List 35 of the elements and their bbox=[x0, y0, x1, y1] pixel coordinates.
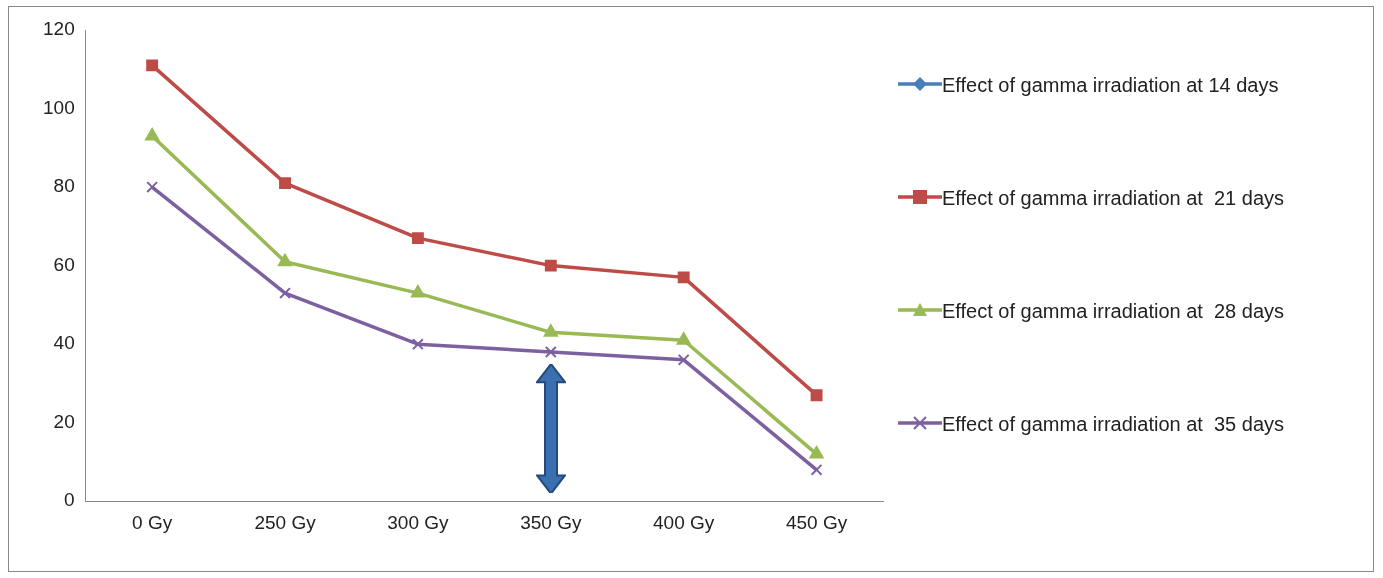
y-tick-label: 80 bbox=[53, 175, 75, 197]
x-tick-label: 0 Gy bbox=[132, 511, 173, 533]
point bbox=[411, 232, 424, 245]
point bbox=[677, 353, 690, 366]
y-tick-label: 100 bbox=[43, 96, 75, 118]
x-tick-label: 350 Gy bbox=[520, 511, 582, 533]
point bbox=[279, 287, 291, 300]
point bbox=[146, 59, 159, 72]
point bbox=[676, 332, 691, 345]
point bbox=[810, 389, 823, 402]
x-tick-label: 400 Gy bbox=[653, 511, 715, 533]
point bbox=[279, 177, 291, 190]
y-tick-label: 120 bbox=[43, 18, 75, 40]
point bbox=[277, 253, 293, 267]
x-tick-label: 250 Gy bbox=[254, 511, 317, 533]
y-tick-label: 20 bbox=[53, 410, 75, 432]
point bbox=[146, 181, 159, 194]
x-tick-label: 450 Gy bbox=[785, 511, 848, 533]
legend-label: Effect of gamma irradiation at 28 days bbox=[942, 299, 1286, 324]
point bbox=[145, 128, 160, 141]
point bbox=[677, 271, 690, 284]
point bbox=[809, 446, 824, 459]
y-tick-label: 60 bbox=[53, 253, 75, 275]
y-tick-label: 40 bbox=[53, 332, 75, 354]
point bbox=[411, 338, 424, 351]
point bbox=[544, 346, 557, 358]
legend-label: Effect of gamma irradiation at 35 days bbox=[942, 412, 1286, 437]
point bbox=[410, 285, 425, 298]
legend-label: Effect of gamma irradiation at 14 days bbox=[942, 73, 1280, 98]
point bbox=[544, 259, 557, 272]
legend-label: Effect of gamma irradiation at 21 days bbox=[942, 186, 1286, 211]
x-tick-label: 300 Gy bbox=[387, 511, 450, 533]
point bbox=[543, 324, 558, 337]
y-tick-label: 0 bbox=[64, 489, 75, 511]
point bbox=[810, 463, 823, 476]
